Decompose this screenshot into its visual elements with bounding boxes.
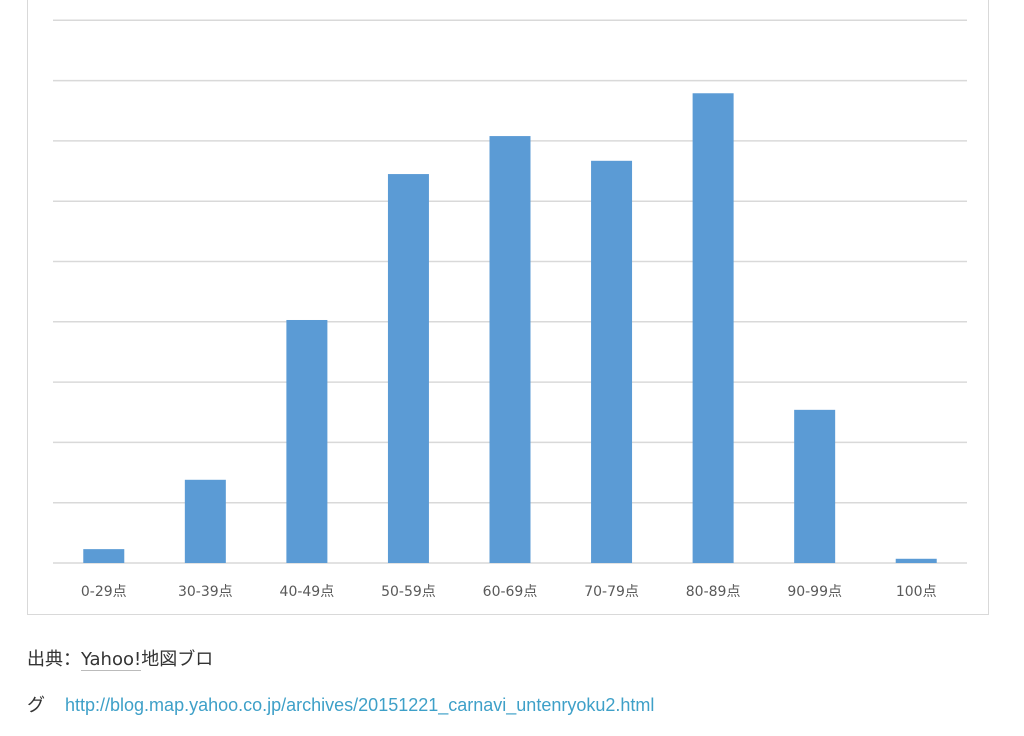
bar xyxy=(387,174,429,563)
bar xyxy=(895,558,937,563)
yahoo-link[interactable]: Yahoo! xyxy=(81,649,142,671)
x-tick-label: 100点 xyxy=(896,584,937,600)
source-name-wrap: グ xyxy=(27,695,45,716)
source-url-link[interactable]: http://blog.map.yahoo.co.jp/archives/201… xyxy=(65,695,655,715)
bar-chart: 0-29点 30-39点 40-49点 50-59点 60-69点 70-79点 80-89… xyxy=(53,19,967,600)
source-name: 地図ブロ xyxy=(141,649,214,670)
chart-frame: 0-29点 30-39点 40-49点 50-59点 60-69点 70-79点 80-89… xyxy=(27,0,989,615)
bar xyxy=(184,479,226,563)
x-tick-label: 90-99点 xyxy=(787,584,842,600)
bar xyxy=(794,409,836,563)
bar xyxy=(692,93,734,563)
source-prefix: 出典： xyxy=(27,649,81,670)
source-citation: 出典：Yahoo!地図ブロ xyxy=(27,645,213,671)
x-tick-label: 30-39点 xyxy=(178,584,233,600)
x-tick-label: 70-79点 xyxy=(584,584,639,600)
bar xyxy=(591,160,633,563)
x-tick-label: 40-49点 xyxy=(280,584,335,600)
bar xyxy=(489,136,531,564)
x-tick-label: 50-59点 xyxy=(381,584,436,600)
x-tick-label: 60-69点 xyxy=(483,584,538,600)
x-tick-label: 0-29点 xyxy=(81,584,127,600)
source-line-2: グ http://blog.map.yahoo.co.jp/archives/20… xyxy=(27,691,654,717)
x-tick-label: 80-89点 xyxy=(686,584,741,600)
bar xyxy=(83,549,125,563)
bar xyxy=(286,319,328,563)
